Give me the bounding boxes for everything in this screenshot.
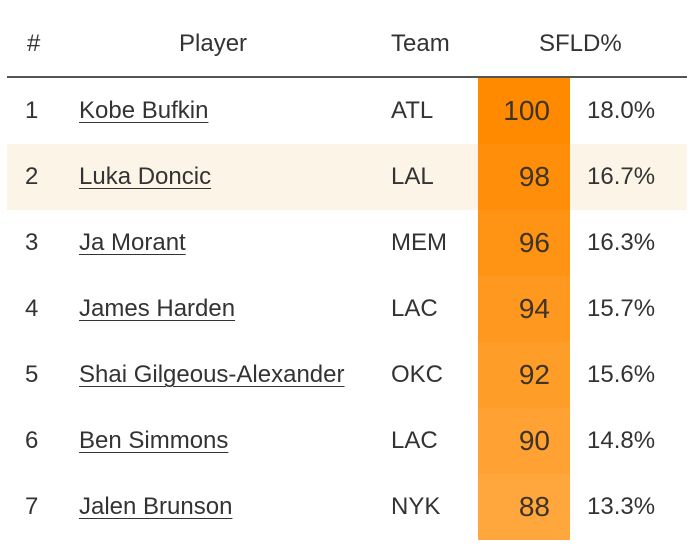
rank-cell: 5 (25, 361, 39, 388)
player-link[interactable]: Ja Morant (79, 229, 186, 256)
player-cell: Kobe Bufkin (79, 78, 208, 144)
team-cell: LAC (391, 295, 438, 322)
team-cell: OKC (391, 361, 444, 388)
sfld-pct-cell: 16.3% (587, 229, 656, 256)
rank-cell: 7 (25, 493, 39, 520)
rank-cell: 2 (25, 163, 39, 190)
table-row: 4 James Harden LAC 94 15.7% (7, 276, 687, 342)
score-cell: 94 (478, 276, 570, 342)
team-cell: MEM (391, 229, 447, 256)
player-link[interactable]: Shai Gilgeous-Alexander (79, 361, 345, 388)
table-row: 1 Kobe Bufkin ATL 100 18.0% (7, 78, 687, 144)
table-header: # Player Team SFLD% (7, 0, 687, 78)
score-cell: 98 (478, 144, 570, 210)
player-link[interactable]: Kobe Bufkin (79, 97, 209, 124)
player-cell: Jalen Brunson (79, 474, 232, 540)
player-link[interactable]: Ben Simmons (79, 427, 229, 454)
rank-cell: 6 (25, 427, 39, 454)
sfld-pct-cell: 14.8% (587, 427, 656, 454)
team-cell: NYK (391, 493, 441, 520)
header-rank: # (27, 30, 41, 57)
team-cell: ATL (391, 97, 434, 124)
table-row: 3 Ja Morant MEM 96 16.3% (7, 210, 687, 276)
sfld-pct-cell: 15.7% (587, 295, 656, 322)
sfld-pct-cell: 16.7% (587, 163, 656, 190)
header-team[interactable]: Team (391, 30, 450, 57)
table-body: 1 Kobe Bufkin ATL 100 18.0% 2 Luka Donci… (7, 78, 687, 540)
sfld-pct-cell: 18.0% (587, 97, 656, 124)
rank-cell: 1 (25, 97, 39, 124)
team-cell: LAL (391, 163, 434, 190)
score-cell: 92 (478, 342, 570, 408)
header-sfld[interactable]: SFLD% (539, 30, 622, 57)
player-cell: Ben Simmons (79, 408, 228, 474)
rank-cell: 4 (25, 295, 39, 322)
score-cell: 90 (478, 408, 570, 474)
table-row: 6 Ben Simmons LAC 90 14.8% (7, 408, 687, 474)
player-link[interactable]: Jalen Brunson (79, 493, 233, 520)
player-link[interactable]: Luka Doncic (79, 163, 212, 190)
player-cell: Luka Doncic (79, 144, 211, 210)
leaderboard-table: # Player Team SFLD% 1 Kobe Bufkin ATL 10… (7, 0, 687, 540)
player-cell: James Harden (79, 276, 235, 342)
score-cell: 96 (478, 210, 570, 276)
sfld-pct-cell: 13.3% (587, 493, 656, 520)
player-cell: Ja Morant (79, 210, 186, 276)
score-cell: 100 (478, 78, 570, 144)
score-cell: 88 (478, 474, 570, 540)
table-row: 7 Jalen Brunson NYK 88 13.3% (7, 474, 687, 540)
table-row: 5 Shai Gilgeous-Alexander OKC 92 15.6% (7, 342, 687, 408)
header-player[interactable]: Player (179, 30, 248, 57)
table-row: 2 Luka Doncic LAL 98 16.7% (7, 144, 687, 210)
rank-cell: 3 (25, 229, 39, 256)
player-cell: Shai Gilgeous-Alexander (79, 342, 345, 408)
sfld-pct-cell: 15.6% (587, 361, 656, 388)
team-cell: LAC (391, 427, 438, 454)
player-link[interactable]: James Harden (79, 295, 236, 322)
